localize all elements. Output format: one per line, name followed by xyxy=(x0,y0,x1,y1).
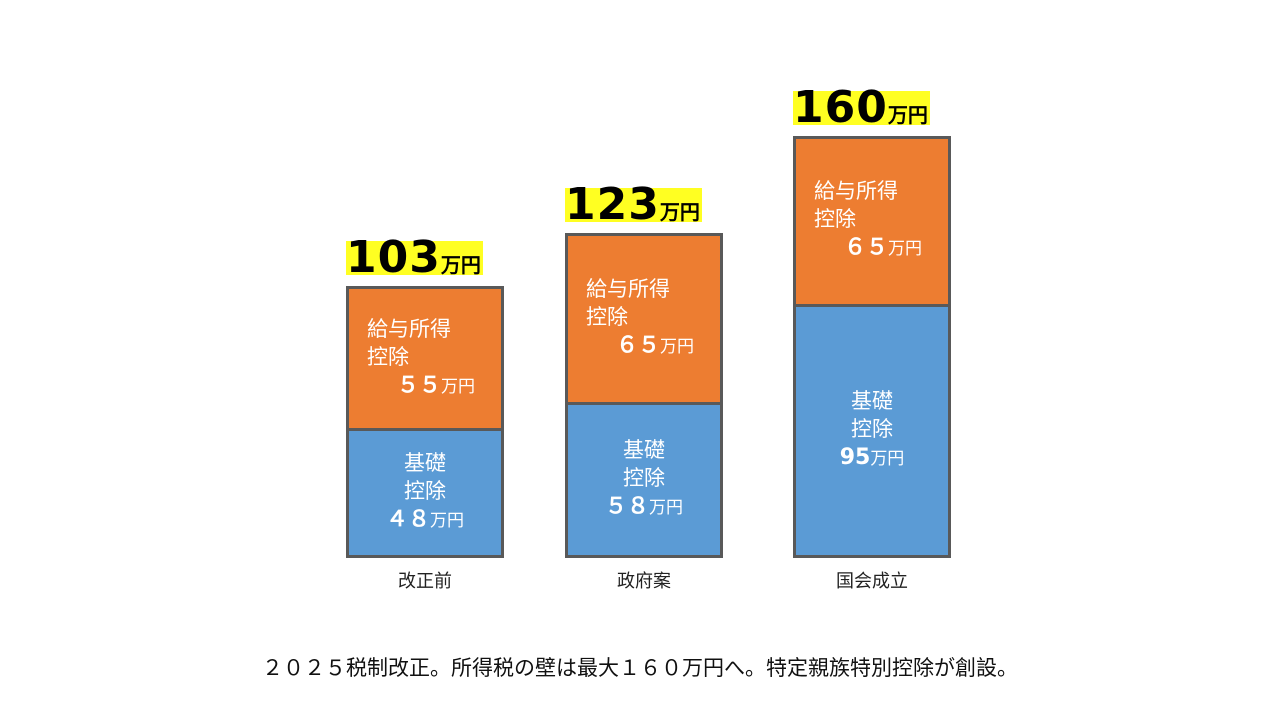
category-label: 改正前 xyxy=(398,571,452,592)
segment-label: 基礎 控除 xyxy=(851,389,893,442)
segment-basic-deduction: 基礎 控除 ５８万円 xyxy=(568,404,720,555)
category-label: 国会成立 xyxy=(836,571,908,592)
segment-salary-deduction: 給与所得 控除 ６５万円 xyxy=(796,138,948,305)
segment-label: 給与所得 控除 xyxy=(814,179,898,232)
bar-2: 給与所得 控除 ６５万円基礎 控除 95万円 xyxy=(793,135,951,558)
segment-label: 基礎 控除 xyxy=(623,437,665,490)
segment-basic-deduction: 基礎 控除 95万円 xyxy=(796,307,948,555)
value-label: ５８万円 xyxy=(604,493,683,519)
total-label: 103万円 xyxy=(346,232,483,284)
total-label: 160万円 xyxy=(793,81,930,133)
value-label: 95万円 xyxy=(839,445,905,471)
value-label: ４８万円 xyxy=(385,507,464,533)
bar-1: 給与所得 控除 ６５万円基礎 控除 ５８万円 xyxy=(565,233,723,558)
category-label: 政府案 xyxy=(617,571,671,592)
bar-0: 給与所得 控除 ５５万円基礎 控除 ４８万円 xyxy=(346,286,504,558)
segment-label: 基礎 控除 xyxy=(404,451,446,504)
segment-label: 給与所得 控除 xyxy=(367,316,451,369)
value-label: ６５万円 xyxy=(616,333,695,359)
segment-label: 給与所得 控除 xyxy=(586,277,670,330)
value-label: ５５万円 xyxy=(397,372,476,398)
value-label: ６５万円 xyxy=(844,235,923,261)
segment-salary-deduction: 給与所得 控除 ５５万円 xyxy=(349,289,501,429)
segment-salary-deduction: 給与所得 控除 ６５万円 xyxy=(568,236,720,402)
segment-basic-deduction: 基礎 控除 ４８万円 xyxy=(349,431,501,555)
total-label: 123万円 xyxy=(565,179,702,231)
caption: ２０２５税制改正。所得税の壁は最大１６０万円へ。特定親族特別控除が創設。 xyxy=(262,656,1018,680)
